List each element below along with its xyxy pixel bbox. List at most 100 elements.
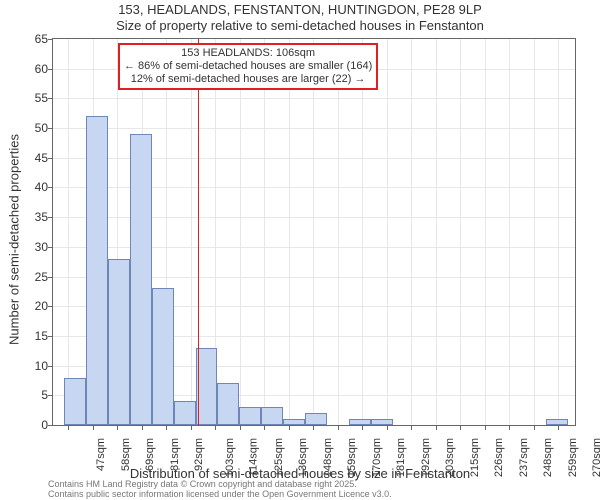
xtick-label: 81sqm <box>169 438 181 471</box>
gridline-vertical <box>289 39 290 425</box>
histogram-bar <box>64 378 86 426</box>
annotation-box: 153 HEADLANDS: 106sqm← 86% of semi-detac… <box>118 43 378 90</box>
gridline-vertical <box>191 39 192 425</box>
xtick-label: 181sqm <box>395 438 407 477</box>
xtick-label: 125sqm <box>273 438 285 477</box>
gridline-vertical <box>338 39 339 425</box>
ytick-mark <box>48 395 53 396</box>
annotation-line: 153 HEADLANDS: 106sqm <box>124 47 372 60</box>
gridline-vertical <box>387 39 388 425</box>
xtick-mark <box>534 425 535 430</box>
xtick-label: 237sqm <box>518 438 530 477</box>
xtick-label: 226sqm <box>493 438 505 477</box>
xtick-mark <box>142 425 143 430</box>
ytick-label: 10 <box>8 359 48 373</box>
xtick-mark <box>264 425 265 430</box>
ytick-label: 25 <box>8 270 48 284</box>
ytick-label: 60 <box>8 62 48 76</box>
chart-title: 153, HEADLANDS, FENSTANTON, HUNTINGDON, … <box>0 2 600 17</box>
histogram-bar <box>196 348 218 425</box>
ytick-mark <box>48 425 53 426</box>
xtick-mark <box>215 425 216 430</box>
ytick-mark <box>48 69 53 70</box>
histogram-bar <box>174 401 196 425</box>
xtick-mark <box>411 425 412 430</box>
xtick-mark <box>117 425 118 430</box>
histogram-bar <box>86 116 108 425</box>
ytick-mark <box>48 187 53 188</box>
gridline-vertical <box>534 39 535 425</box>
ytick-label: 65 <box>8 32 48 46</box>
xtick-label: 159sqm <box>346 438 358 477</box>
attribution-line: Contains public sector information licen… <box>48 489 392 499</box>
xtick-mark <box>485 425 486 430</box>
xtick-mark <box>387 425 388 430</box>
xtick-label: 270sqm <box>591 438 600 477</box>
xtick-label: 103sqm <box>224 438 236 477</box>
ytick-label: 55 <box>8 91 48 105</box>
ytick-mark <box>48 306 53 307</box>
gridline-vertical <box>264 39 265 425</box>
ytick-label: 5 <box>8 388 48 402</box>
xtick-label: 136sqm <box>297 438 309 477</box>
xtick-mark <box>460 425 461 430</box>
attribution-line: Contains HM Land Registry data © Crown c… <box>48 479 392 489</box>
histogram-bar <box>371 419 393 425</box>
histogram-bar <box>152 288 174 425</box>
xtick-label: 114sqm <box>248 438 260 476</box>
attribution-text: Contains HM Land Registry data © Crown c… <box>48 479 392 499</box>
ytick-mark <box>48 158 53 159</box>
histogram-bar <box>217 383 239 425</box>
ytick-label: 45 <box>8 151 48 165</box>
ytick-mark <box>48 128 53 129</box>
xtick-label: 203sqm <box>444 438 456 477</box>
xtick-mark <box>93 425 94 430</box>
xtick-label: 170sqm <box>371 438 383 477</box>
gridline-vertical <box>509 39 510 425</box>
xtick-label: 58sqm <box>120 438 132 471</box>
ytick-label: 50 <box>8 121 48 135</box>
histogram-bar <box>130 134 152 425</box>
histogram-bar <box>305 413 327 425</box>
xtick-label: 69sqm <box>144 438 156 471</box>
xtick-label: 47sqm <box>95 438 107 471</box>
ytick-mark <box>48 39 53 40</box>
xtick-mark <box>509 425 510 430</box>
xtick-mark <box>289 425 290 430</box>
xtick-mark <box>313 425 314 430</box>
xtick-label: 92sqm <box>193 438 205 471</box>
gridline-vertical <box>240 39 241 425</box>
gridline-vertical <box>436 39 437 425</box>
gridline-vertical <box>362 39 363 425</box>
ytick-label: 40 <box>8 180 48 194</box>
ytick-mark <box>48 336 53 337</box>
histogram-bar <box>546 419 568 425</box>
ytick-mark <box>48 98 53 99</box>
xtick-label: 215sqm <box>469 438 481 477</box>
xtick-mark <box>338 425 339 430</box>
ytick-label: 0 <box>8 418 48 432</box>
gridline-vertical <box>68 39 69 425</box>
chart-container: 153, HEADLANDS, FENSTANTON, HUNTINGDON, … <box>0 0 600 500</box>
gridline-vertical <box>411 39 412 425</box>
ytick-label: 30 <box>8 240 48 254</box>
ytick-mark <box>48 366 53 367</box>
xtick-label: 192sqm <box>420 438 432 477</box>
xtick-mark <box>558 425 559 430</box>
xtick-mark <box>191 425 192 430</box>
histogram-bar <box>261 407 283 425</box>
reference-line <box>198 39 199 425</box>
histogram-bar <box>283 419 305 425</box>
ytick-mark <box>48 217 53 218</box>
ytick-label: 15 <box>8 329 48 343</box>
gridline-vertical <box>558 39 559 425</box>
xtick-mark <box>240 425 241 430</box>
ytick-mark <box>48 277 53 278</box>
xtick-mark <box>362 425 363 430</box>
gridline-vertical <box>313 39 314 425</box>
chart-subtitle: Size of property relative to semi-detach… <box>0 18 600 33</box>
gridline-vertical <box>485 39 486 425</box>
xtick-label: 248sqm <box>542 438 554 477</box>
xtick-label: 259sqm <box>567 438 579 477</box>
ytick-label: 20 <box>8 299 48 313</box>
